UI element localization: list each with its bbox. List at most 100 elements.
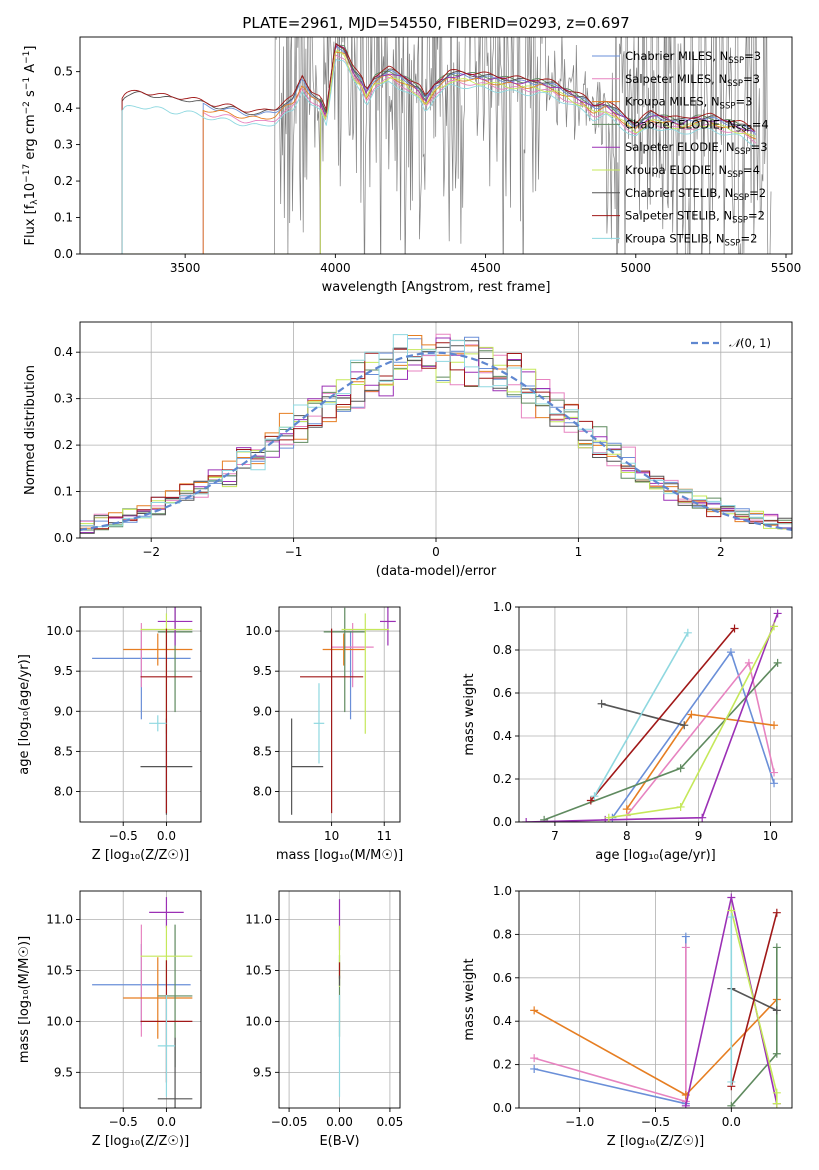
weight-point <box>590 792 599 801</box>
weight-point <box>727 1101 736 1108</box>
axes-frame: −1.0 −0.5 0.0 0.0 0.2 0.4 0.6 0.8 1.0 Z [log₁₀(Z/… <box>462 884 793 1149</box>
y-tick-label: 8.5 <box>54 744 73 758</box>
y-label-part: 10 <box>23 183 38 200</box>
x-tick-label: −0.5 <box>109 829 138 843</box>
axes-border <box>79 36 793 255</box>
x-tick-label: 4500 <box>470 261 501 275</box>
y-tick-label: 10.5 <box>245 963 272 977</box>
legend-label: Salpeter ELODIE, NSSP=3 <box>625 140 768 157</box>
x-tick-label: 1 <box>575 545 583 559</box>
errorbar-salpeter-stelib <box>300 628 364 814</box>
weight-series-salpeter-elodie <box>522 609 782 822</box>
errorbar-kroupa-miles <box>123 957 193 1039</box>
legend-text: Salpeter MILES, N <box>625 72 727 86</box>
weight-line <box>626 661 775 816</box>
y-label-part: s <box>23 90 38 101</box>
weight-point <box>681 932 690 941</box>
legend-text: (0, 1) <box>740 336 771 350</box>
errorbar-kroupa-stelib <box>313 683 325 764</box>
x-tick-label: 8 <box>623 829 631 843</box>
y-tick-label: 0.3 <box>54 392 73 406</box>
legend-subscript: SSP <box>727 170 743 180</box>
weight-point <box>522 818 531 822</box>
normal-distribution-curve <box>80 351 792 531</box>
weight-series-chabrier-elodie <box>727 943 781 1108</box>
weight-series-salpeter-miles <box>530 943 690 1106</box>
x-tick-label: −0.5 <box>109 1115 138 1129</box>
weight-series-salpeter-stelib <box>727 908 781 1091</box>
y-tick-label: 0.2 <box>54 438 73 452</box>
axes-frame: −2 −1 0 1 2 0.0 0.1 0.2 0.3 0.4 𝒩(0, 1) (data-model… <box>23 321 793 579</box>
y-tick-label: 0.1 <box>54 485 73 499</box>
weight-point <box>770 779 779 788</box>
weight-series-chabrier-stelib <box>597 699 689 730</box>
legend-subscript: SSP <box>725 238 741 248</box>
weight-series-salpeter-miles <box>622 658 779 820</box>
x-tick-label: −0.05 <box>271 1115 308 1129</box>
y-axis-label: mass weight <box>462 958 477 1040</box>
weight-line <box>601 703 685 727</box>
x-tick-label: −1.0 <box>565 1115 594 1129</box>
weight-point <box>773 609 782 618</box>
weight-line <box>526 613 779 822</box>
y-axis-label: Flux [fλ10−17 erg cm−2 s−1 A−1] <box>22 46 40 246</box>
legend-label: Salpeter STELIB, NSSP=2 <box>625 209 765 226</box>
errorbar-chabrier-elodie <box>323 607 366 713</box>
y-tick-label: 0.0 <box>54 531 73 545</box>
weight-point <box>586 796 595 805</box>
legend-subscript: SSP <box>728 56 744 66</box>
histogram-kroupa-stelib <box>80 334 792 532</box>
y-tick-label: 0.8 <box>493 643 512 657</box>
legend-text: Chabrier MILES, N <box>625 49 728 63</box>
legend-label: Kroupa MILES, NSSP=3 <box>625 95 752 112</box>
weight-line <box>533 947 687 1103</box>
legend-text: Kroupa ELODIE, N <box>625 163 727 177</box>
weight-point <box>773 658 782 667</box>
axes-border <box>518 606 793 823</box>
weight-point <box>772 1006 781 1015</box>
y-tick-label: 11.0 <box>245 913 272 927</box>
axes-frame: 10 11 8.0 8.5 9.0 9.5 10.0 mass [log₁₀(M/M☉)] <box>245 606 403 863</box>
weight-line <box>730 947 778 1107</box>
plot-area <box>530 893 781 1108</box>
x-tick-label: 0.00 <box>326 1115 353 1129</box>
axes-border <box>278 606 401 823</box>
errorbar-kroupa-elodie <box>341 613 389 734</box>
x-axis-label: Z [log₁₀(Z/Z☉)] <box>607 1134 704 1149</box>
weight-point <box>676 802 685 811</box>
observed-spectrum-line <box>86 37 772 254</box>
weight-point <box>727 913 736 922</box>
weight-series-kroupa-stelib <box>590 628 692 801</box>
spectrum-panel: 3500 4000 4500 5000 5500 0.0 0.1 0.2 0.3 0.4 0.5 wa… <box>22 36 801 295</box>
weight-point <box>681 1101 690 1108</box>
x-axis-label: Z [log₁₀(Z/Z☉)] <box>92 1134 189 1149</box>
y-tick-label: 0.5 <box>54 65 73 79</box>
y-tick-label: 9.0 <box>253 704 272 718</box>
y-tick-label: 0.6 <box>493 686 512 700</box>
y-axis-label: mass [log₁₀(M/M☉)] <box>17 936 32 1063</box>
errorbar-salpeter-elodie <box>149 897 184 928</box>
x-axis-label: Z [log₁₀(Z/Z☉)] <box>92 848 189 863</box>
model-spectrum-kroupa-elodie <box>113 49 756 254</box>
y-tick-label: 0.1 <box>54 211 73 225</box>
y-label-part: Flux [f <box>23 204 38 245</box>
weight-line <box>590 627 736 802</box>
weight-point <box>530 1006 539 1015</box>
x-tick-label: 7 <box>551 829 559 843</box>
x-tick-label: 5000 <box>621 261 652 275</box>
y-tick-label: 0.0 <box>493 1101 512 1115</box>
plot-area <box>86 37 772 254</box>
weight-vs-metallicity-panel: −1.0 −0.5 0.0 0.0 0.2 0.4 0.6 0.8 1.0 Z [log₁₀(Z/… <box>462 884 793 1149</box>
axes-frame: −0.5 0.0 9.5 10.0 10.5 11.0 Z [log₁₀(Z/Z☉)] mas… <box>17 890 202 1149</box>
weight-line <box>730 912 778 1087</box>
weight-point <box>680 721 689 730</box>
legend-value: =3 <box>751 140 768 154</box>
legend-value: =3 <box>744 49 761 63</box>
weight-point <box>744 658 753 667</box>
legend-subscript: SSP <box>720 102 736 112</box>
weight-point <box>676 764 685 773</box>
x-tick-label: −1 <box>285 545 303 559</box>
errorbar-kroupa-miles <box>123 633 193 666</box>
y-tick-label: 9.0 <box>54 704 73 718</box>
